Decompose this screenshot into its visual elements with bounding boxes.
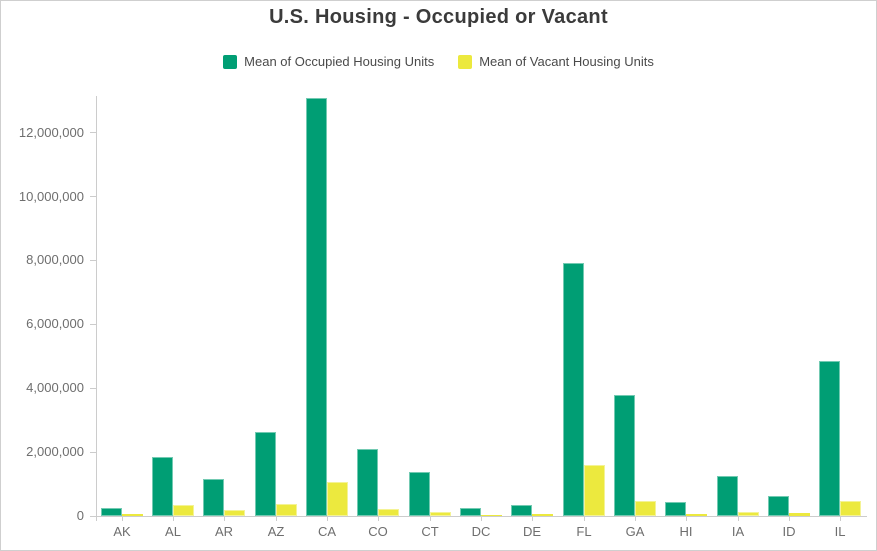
bar-al-vacant[interactable] [173,505,194,516]
y-axis-tick-label: 10,000,000 [18,188,84,204]
occupied-series-swatch-icon [223,54,238,69]
x-axis-label-fl: FL [576,524,592,539]
legend-item-occupied[interactable]: Mean of Occupied Housing Units [223,54,434,69]
x-axis-label-co: CO [368,524,388,539]
y-axis-tick-label: 12,000,000 [18,124,84,140]
x-axis-label-ga: GA [625,524,645,539]
x-axis-tick [430,516,431,521]
legend-item-vacant[interactable]: Mean of Vacant Housing Units [458,54,654,69]
bar-ct-occupied[interactable] [409,472,430,516]
bar-ar-occupied[interactable] [203,479,224,516]
x-axis-tick [276,516,277,521]
x-axis-label-hi: HI [679,524,693,539]
bar-az-vacant[interactable] [276,504,297,516]
x-axis-tick [584,516,585,521]
legend-label-vacant: Mean of Vacant Housing Units [479,54,654,69]
y-axis-tick [90,259,96,261]
x-axis-label-ak: AK [113,524,131,539]
bar-ga-occupied[interactable] [614,395,635,516]
x-axis-tick [789,516,790,521]
y-axis-tick [90,387,96,389]
x-axis-tick [481,516,482,521]
bar-de-vacant[interactable] [532,514,553,516]
bar-dc-occupied[interactable] [460,508,481,516]
bar-de-occupied[interactable] [511,505,532,516]
bar-ga-vacant[interactable] [635,501,656,516]
bar-ak-occupied[interactable] [101,508,122,516]
chart-title: U.S. Housing - Occupied or Vacant [269,6,608,28]
bar-az-occupied[interactable] [255,432,276,516]
y-axis-tick [90,323,96,325]
x-axis-edge-tick [96,516,97,521]
bar-hi-vacant[interactable] [686,514,707,516]
x-axis-label-il: IL [834,524,846,539]
x-axis-tick [173,516,174,521]
x-axis-tick [686,516,687,521]
y-axis-tick-label: 0 [76,508,84,523]
bar-dc-vacant[interactable] [481,515,502,516]
x-axis-tick [327,516,328,521]
y-axis-tick-label: 2,000,000 [26,444,84,460]
x-axis-label-de: DE [522,524,542,539]
x-axis-label-al: AL [165,524,181,539]
bar-fl-occupied[interactable] [563,263,584,516]
y-axis-tick [90,132,96,134]
bar-ca-occupied[interactable] [306,98,327,516]
y-axis-tick [90,196,96,198]
y-axis-tick-label: 6,000,000 [26,316,84,332]
bar-al-occupied[interactable] [152,457,173,516]
bar-co-vacant[interactable] [378,509,399,516]
x-axis-label-ia: IA [731,524,745,539]
x-axis-label-ar: AR [214,524,234,539]
x-axis-tick [738,516,739,521]
x-axis-label-az: AZ [267,524,285,539]
bar-ak-vacant[interactable] [122,514,143,516]
bar-il-vacant[interactable] [840,501,861,516]
plot-area [96,96,867,517]
x-axis-tick [635,516,636,521]
x-axis-tick [840,516,841,521]
bar-ca-vacant[interactable] [327,482,348,516]
x-axis-tick [122,516,123,521]
legend-label-occupied: Mean of Occupied Housing Units [244,54,435,69]
x-axis-label-ct: CT [421,524,439,539]
y-axis-tick-label: 4,000,000 [26,380,84,396]
bar-ar-vacant[interactable] [224,510,245,516]
y-axis-tick [90,451,96,453]
vacant-series-swatch-icon [458,54,473,69]
x-axis-tick [532,516,533,521]
bar-il-occupied[interactable] [819,361,840,516]
x-axis-tick [224,516,225,521]
bar-ia-occupied[interactable] [717,476,738,516]
chart-legend: Mean of Occupied Housing Units Mean of V… [1,54,876,69]
bar-fl-vacant[interactable] [584,465,605,516]
x-axis-label-id: ID [782,524,796,539]
y-axis-tick-label: 8,000,000 [26,252,84,268]
x-axis-tick [378,516,379,521]
bar-ia-vacant[interactable] [738,512,759,516]
bar-id-vacant[interactable] [789,513,810,516]
bar-id-occupied[interactable] [768,496,789,516]
bar-hi-occupied[interactable] [665,502,686,516]
x-axis-label-ca: CA [317,524,337,539]
x-axis-label-dc: DC [471,524,491,539]
bar-ct-vacant[interactable] [430,512,451,516]
bar-co-occupied[interactable] [357,449,378,516]
y-axis-tick [90,515,96,517]
